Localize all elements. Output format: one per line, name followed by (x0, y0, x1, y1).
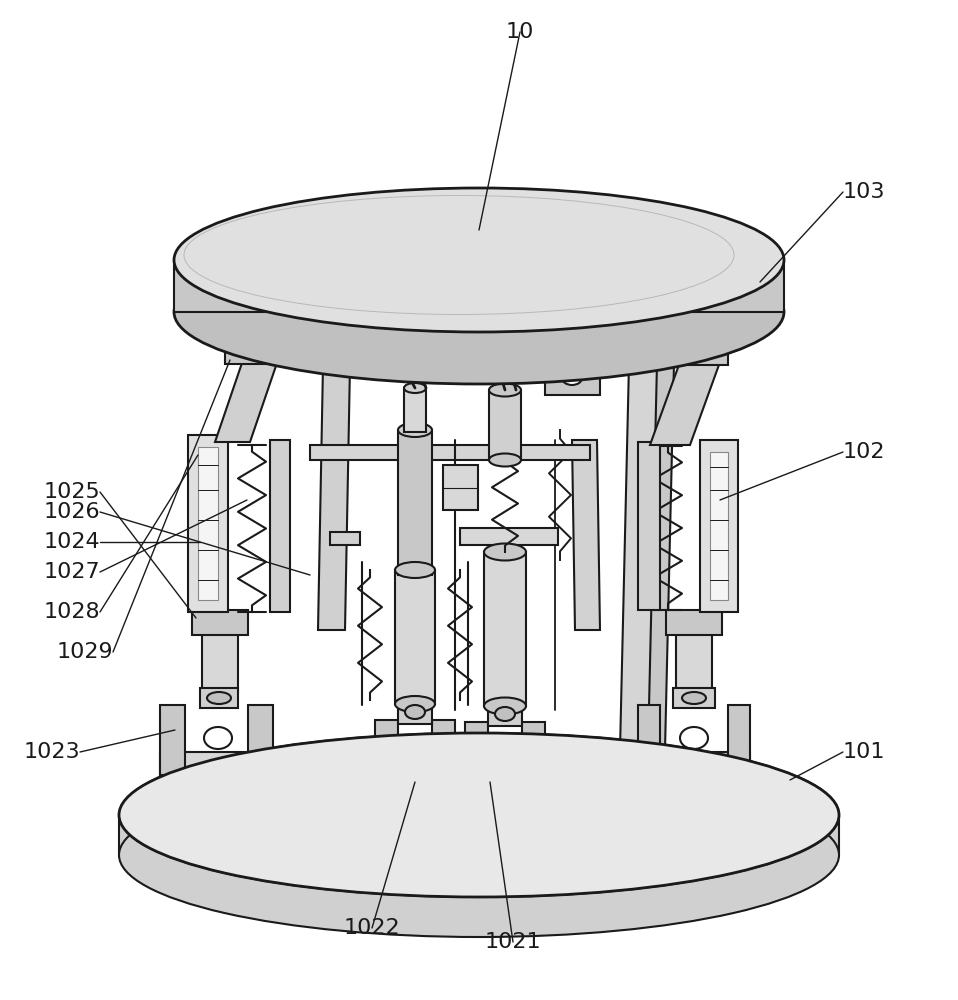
Polygon shape (460, 528, 558, 545)
Text: 1028: 1028 (43, 602, 100, 622)
Ellipse shape (405, 705, 425, 719)
Text: 1025: 1025 (43, 482, 100, 502)
Polygon shape (375, 755, 455, 780)
Ellipse shape (562, 371, 582, 385)
Ellipse shape (492, 739, 518, 761)
Text: 101: 101 (843, 742, 885, 762)
Polygon shape (200, 688, 238, 708)
Text: 1021: 1021 (485, 932, 541, 952)
Ellipse shape (484, 544, 526, 560)
Ellipse shape (395, 696, 435, 712)
Polygon shape (489, 390, 521, 460)
Ellipse shape (681, 332, 703, 352)
Polygon shape (443, 465, 478, 510)
Ellipse shape (119, 733, 839, 897)
Polygon shape (638, 705, 660, 775)
Polygon shape (160, 752, 275, 775)
Text: 1027: 1027 (43, 562, 100, 582)
Text: 1022: 1022 (344, 918, 400, 938)
Text: 10: 10 (506, 22, 535, 42)
Ellipse shape (249, 330, 271, 350)
Polygon shape (398, 700, 432, 724)
Polygon shape (620, 320, 660, 750)
Polygon shape (174, 260, 784, 312)
Ellipse shape (404, 383, 426, 393)
Polygon shape (375, 720, 398, 780)
Ellipse shape (119, 733, 839, 897)
Text: 1023: 1023 (23, 742, 80, 762)
Polygon shape (700, 440, 738, 612)
Polygon shape (673, 688, 715, 708)
Polygon shape (728, 705, 750, 775)
Polygon shape (545, 360, 600, 395)
Polygon shape (638, 752, 750, 775)
Ellipse shape (395, 562, 435, 578)
Polygon shape (465, 758, 545, 782)
Polygon shape (666, 610, 722, 635)
Ellipse shape (682, 692, 706, 704)
Polygon shape (310, 445, 590, 460)
Polygon shape (395, 570, 435, 704)
Polygon shape (248, 705, 273, 775)
Polygon shape (404, 388, 426, 432)
Polygon shape (465, 722, 488, 782)
Polygon shape (710, 452, 728, 600)
Polygon shape (202, 630, 238, 692)
Ellipse shape (402, 737, 428, 759)
Polygon shape (488, 702, 522, 726)
Text: 1024: 1024 (43, 532, 100, 552)
Polygon shape (215, 360, 278, 442)
Polygon shape (192, 610, 248, 635)
Polygon shape (225, 330, 295, 364)
Text: 1026: 1026 (43, 502, 100, 522)
Polygon shape (655, 332, 728, 365)
Polygon shape (330, 532, 360, 545)
Polygon shape (650, 362, 720, 445)
Ellipse shape (204, 727, 232, 749)
Ellipse shape (495, 707, 515, 721)
Polygon shape (188, 435, 228, 612)
Ellipse shape (174, 240, 784, 384)
Ellipse shape (484, 698, 526, 714)
Polygon shape (522, 722, 545, 782)
Polygon shape (572, 440, 600, 630)
Ellipse shape (680, 727, 708, 749)
Ellipse shape (489, 383, 521, 396)
Polygon shape (432, 720, 455, 780)
Ellipse shape (398, 423, 432, 437)
Ellipse shape (489, 454, 521, 466)
Polygon shape (198, 447, 218, 600)
Polygon shape (398, 430, 432, 575)
Polygon shape (119, 815, 839, 855)
Ellipse shape (207, 692, 231, 704)
Polygon shape (270, 440, 290, 612)
Text: 1029: 1029 (57, 642, 113, 662)
Polygon shape (318, 365, 350, 630)
Text: 103: 103 (843, 182, 885, 202)
Ellipse shape (174, 188, 784, 332)
Text: 102: 102 (843, 442, 885, 462)
Polygon shape (638, 442, 660, 610)
Ellipse shape (119, 773, 839, 937)
Polygon shape (648, 320, 675, 750)
Polygon shape (160, 705, 185, 775)
Polygon shape (484, 552, 526, 706)
Polygon shape (676, 630, 712, 692)
